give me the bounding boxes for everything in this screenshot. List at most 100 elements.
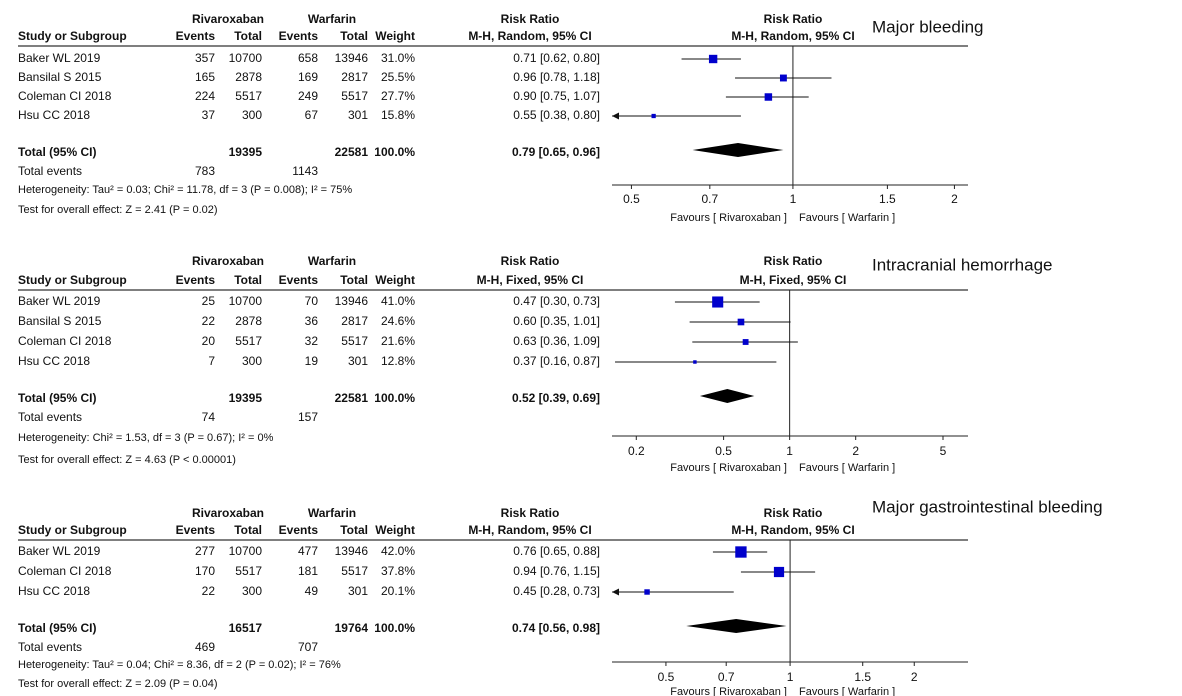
plot-method: M-H, Random, 95% CI (731, 523, 854, 537)
weight: 24.6% (381, 314, 415, 328)
ci-label: 0.52 [0.39, 0.69] (512, 391, 600, 405)
study-name: Baker WL 2019 (18, 544, 101, 558)
total: 300 (242, 354, 262, 368)
events: 165 (195, 70, 215, 84)
weight: 21.6% (381, 334, 415, 348)
events: 7 (208, 354, 215, 368)
column-header: Events (279, 273, 319, 287)
x-tick-label: 0.5 (658, 670, 675, 684)
group-header: Warfarin (308, 12, 356, 26)
weight: 42.0% (381, 544, 415, 558)
ci-arrow (612, 113, 619, 120)
ci-label: 0.94 [0.76, 1.15] (513, 564, 600, 578)
events: 783 (195, 164, 215, 178)
overall-effect: Test for overall effect: Z = 2.09 (P = 0… (18, 678, 218, 690)
weight: 100.0% (374, 391, 415, 405)
ci-label: 0.76 [0.65, 0.88] (513, 544, 600, 558)
ci-label: 0.60 [0.35, 1.01] (513, 314, 600, 328)
events: 170 (195, 564, 215, 578)
total: 13946 (335, 544, 369, 558)
events: 357 (195, 51, 215, 65)
heterogeneity: Heterogeneity: Chi² = 1.53, df = 3 (P = … (18, 432, 274, 444)
overall-effect: Test for overall effect: Z = 4.63 (P < 0… (18, 454, 236, 466)
column-header: Weight (375, 29, 415, 43)
group-header: Rivaroxaban (192, 254, 264, 268)
total: 10700 (229, 294, 263, 308)
column-header: Total (234, 523, 262, 537)
ci-label: 0.47 [0.30, 0.73] (513, 294, 600, 308)
total: 19764 (335, 621, 369, 635)
study-name: Baker WL 2019 (18, 294, 101, 308)
events: 67 (305, 108, 319, 122)
x-tick-label: 1.5 (854, 670, 871, 684)
events: 37 (202, 108, 216, 122)
study-name: Hsu CC 2018 (18, 108, 90, 122)
ci-label: 0.37 [0.16, 0.87] (513, 354, 600, 368)
column-header: Total (340, 273, 368, 287)
events: 22 (202, 314, 216, 328)
study-name: Baker WL 2019 (18, 51, 101, 65)
effect-square (735, 546, 746, 557)
events: 19 (305, 354, 319, 368)
total: 19395 (229, 391, 263, 405)
total: 300 (242, 584, 262, 598)
total: 13946 (335, 294, 369, 308)
effect-square (765, 93, 772, 100)
x-tick-label: 2 (911, 670, 918, 684)
overall-effect: Test for overall effect: Z = 2.41 (P = 0… (18, 204, 218, 216)
effect-square (738, 319, 745, 326)
weight: 100.0% (374, 621, 415, 635)
events: 22 (202, 584, 216, 598)
ci-label: 0.90 [0.75, 1.07] (513, 89, 600, 103)
heterogeneity: Heterogeneity: Tau² = 0.03; Chi² = 11.78… (18, 184, 352, 196)
events: 658 (298, 51, 318, 65)
forest-figure: Major bleedingRivaroxabanWarfarinRisk Ra… (0, 0, 1182, 696)
events: 74 (202, 410, 216, 424)
x-tick-label: 1 (787, 670, 794, 684)
x-tick-label: 0.7 (701, 192, 718, 206)
effect-square (780, 75, 787, 82)
events: 36 (305, 314, 319, 328)
plot-method: M-H, Random, 95% CI (731, 29, 854, 43)
heterogeneity: Heterogeneity: Tau² = 0.04; Chi² = 8.36,… (18, 659, 341, 671)
total: 5517 (341, 564, 368, 578)
column-header: Study or Subgroup (18, 273, 127, 287)
total: 5517 (341, 334, 368, 348)
plot-header: Risk Ratio (764, 254, 823, 268)
favours-left: Favours [ Rivaroxaban ] (670, 462, 787, 474)
weight: 27.7% (381, 89, 415, 103)
column-header: M-H, Random, 95% CI (468, 29, 591, 43)
x-tick-label: 0.7 (718, 670, 735, 684)
column-header: Events (176, 273, 216, 287)
plot-header: Risk Ratio (764, 12, 823, 26)
x-tick-label: 5 (940, 444, 947, 458)
column-header: Events (279, 523, 319, 537)
favours-left: Favours [ Rivaroxaban ] (670, 212, 787, 224)
study-name: Bansilal S 2015 (18, 314, 102, 328)
total: 2817 (341, 314, 368, 328)
ci-label: 0.55 [0.38, 0.80] (513, 108, 600, 122)
favours-right: Favours [ Warfarin ] (799, 686, 895, 696)
events: 181 (298, 564, 318, 578)
column-header: Events (176, 29, 216, 43)
events: 20 (202, 334, 216, 348)
column-header: Events (176, 523, 216, 537)
events-label: Total events (18, 410, 82, 424)
total: 5517 (341, 89, 368, 103)
total: 2878 (235, 314, 262, 328)
events: 469 (195, 640, 215, 654)
ci-label: 0.74 [0.56, 0.98] (512, 621, 600, 635)
events: 224 (195, 89, 215, 103)
group-header: Rivaroxaban (192, 506, 264, 520)
plot-header: Risk Ratio (764, 506, 823, 520)
x-tick-label: 0.5 (715, 444, 732, 458)
column-header: M-H, Fixed, 95% CI (477, 273, 584, 287)
weight: 31.0% (381, 51, 415, 65)
events: 25 (202, 294, 216, 308)
events-label: Total events (18, 164, 82, 178)
effect-header: Risk Ratio (501, 254, 560, 268)
column-header: Study or Subgroup (18, 523, 127, 537)
column-header: Total (340, 523, 368, 537)
panel-title: Intracranial hemorrhage (872, 255, 1052, 274)
x-tick-label: 2 (852, 444, 859, 458)
